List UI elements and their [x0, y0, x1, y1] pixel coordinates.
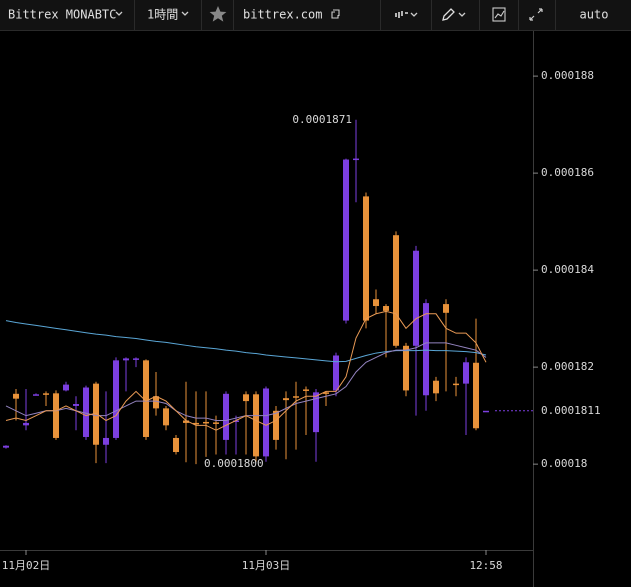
candle-body — [393, 235, 399, 346]
symbol-dropdown-icon[interactable] — [115, 11, 123, 16]
candle-body — [203, 421, 209, 424]
last-price-label: 0.0001811 — [541, 404, 601, 417]
low-annotation: 0.0001800 — [204, 457, 264, 470]
candle-body — [313, 392, 319, 433]
candle-body — [73, 404, 79, 406]
candle-body — [143, 360, 149, 437]
candle-body — [53, 393, 59, 438]
candle-body — [63, 384, 69, 391]
candle-body — [133, 358, 139, 360]
candle-body — [253, 394, 259, 457]
candle-body — [243, 394, 249, 402]
toolbar — [0, 0, 631, 30]
site-link[interactable]: bittrex.com — [243, 8, 322, 22]
candle-body — [123, 358, 129, 361]
moving-average-line — [5, 310, 487, 431]
x-tick-label: 12:58 — [469, 559, 502, 572]
candle-body — [103, 437, 109, 445]
candle-body — [303, 389, 309, 391]
draw-icon[interactable] — [442, 8, 455, 21]
indicator-icon-line — [494, 10, 505, 19]
candle-body — [443, 304, 449, 313]
candle-body — [483, 410, 489, 413]
interval-dropdown-icon[interactable] — [181, 11, 189, 16]
candle-body — [163, 408, 169, 426]
candle-body — [373, 299, 379, 307]
candle-body — [433, 380, 439, 394]
chart-type-dropdown-icon[interactable] — [410, 12, 418, 17]
y-tick-label: 0.000182 — [541, 360, 594, 373]
candle-body — [383, 306, 389, 311]
y-tick-label: 0.000186 — [541, 166, 594, 179]
candle-body — [413, 250, 419, 346]
candle-body — [463, 362, 469, 384]
candle-body — [13, 393, 19, 399]
candle-body — [423, 303, 429, 396]
copy-icon[interactable] — [331, 9, 340, 19]
chart-type-icon[interactable] — [395, 11, 408, 18]
candle-body — [363, 196, 369, 321]
interval-selector[interactable]: 1時間 — [147, 8, 178, 22]
candle-body — [403, 345, 409, 391]
candle-body — [453, 383, 459, 386]
candle-body — [233, 420, 239, 422]
candle-body — [183, 420, 189, 423]
candle-body — [473, 362, 479, 429]
candle-body — [213, 422, 219, 424]
y-tick-label: 0.00018 — [541, 457, 587, 470]
candle-body — [343, 159, 349, 321]
candle-body — [173, 437, 179, 453]
favorite-icon[interactable] — [209, 6, 227, 22]
candle-body — [113, 360, 119, 438]
candle-body — [333, 355, 339, 391]
candle-body — [293, 396, 299, 398]
candle-body — [3, 445, 9, 448]
candle-body — [283, 398, 289, 401]
x-tick-label: 11月02日 — [2, 559, 51, 572]
candle-body — [263, 388, 269, 457]
candle-body — [83, 387, 89, 437]
candle-body — [43, 393, 49, 395]
candle-body — [33, 394, 39, 396]
candle-body — [93, 383, 99, 445]
high-annotation: 0.0001871 — [292, 113, 352, 126]
candle-body — [223, 393, 229, 440]
candle-body — [323, 392, 329, 394]
y-tick-label: 0.000188 — [541, 69, 594, 82]
draw-dropdown-icon[interactable] — [458, 12, 466, 17]
y-tick-label: 0.000184 — [541, 263, 594, 276]
candle-body — [193, 422, 199, 425]
candle-body — [153, 396, 159, 409]
x-tick-label: 11月03日 — [242, 559, 291, 572]
indicator-icon[interactable] — [492, 7, 506, 22]
fullscreen-icon[interactable] — [529, 8, 543, 21]
candle-body — [23, 422, 29, 426]
candle-body — [273, 410, 279, 440]
candle-body — [353, 158, 359, 161]
symbol-selector[interactable]: Bittrex MONABTC — [8, 8, 116, 22]
scale-mode-toggle[interactable]: auto — [580, 8, 609, 22]
